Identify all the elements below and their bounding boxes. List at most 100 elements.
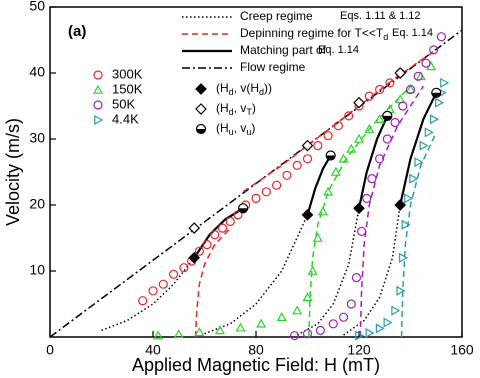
data-point [292, 305, 303, 315]
data-point [351, 273, 362, 283]
label-part: (H [216, 101, 229, 115]
data-point [374, 113, 385, 124]
data-point [251, 193, 261, 203]
legend-label: Matching part of [240, 43, 327, 57]
fit-curve [400, 132, 437, 338]
label-part: ) [251, 121, 255, 135]
x-tick-label: 0 [46, 342, 54, 358]
y-axis-title: Velocity (m/s) [3, 118, 23, 226]
data-point [367, 174, 377, 184]
marker-half [326, 155, 336, 160]
marker-half [431, 92, 441, 98]
x-tick-label: 80 [248, 342, 264, 358]
legend-note: Eq. 1.14 [318, 44, 359, 56]
legend-label: 150K [112, 81, 143, 96]
data-point [429, 114, 439, 125]
legend-label: 4.4K [112, 111, 139, 126]
legend-label: 300K [112, 66, 143, 81]
key-point [394, 67, 407, 79]
label-part: (H [216, 81, 229, 95]
legend-label: (Hd, vT) [216, 101, 256, 117]
legend-note: Eqs. 1.11 & 1.12 [340, 10, 421, 22]
data-point [405, 84, 416, 94]
fit-curve [357, 115, 389, 209]
data-point [344, 111, 354, 121]
data-point [93, 70, 103, 80]
label-part: u [229, 127, 234, 137]
legend-label: (Hd, v(Hd)) [216, 81, 272, 97]
legend-label: 50K [112, 96, 135, 111]
key-point [394, 199, 407, 211]
label-part: , v [234, 121, 247, 135]
data-point [173, 329, 184, 339]
y-tick-label: 10 [29, 262, 45, 278]
data-point [435, 97, 445, 108]
data-point [353, 133, 365, 143]
data-point [261, 187, 271, 197]
data-point [424, 127, 434, 138]
data-point [323, 131, 333, 141]
key-point [195, 123, 207, 135]
label-part: d [229, 87, 234, 97]
key-point [325, 150, 336, 161]
data-point [202, 240, 212, 250]
marker-half [382, 115, 392, 121]
data-point [398, 252, 409, 263]
x-tick-label: 120 [347, 342, 371, 358]
data-point [364, 91, 374, 101]
data-point [235, 322, 246, 332]
data-point [194, 246, 204, 256]
label-part: , v(H [234, 81, 259, 95]
key-point [195, 83, 207, 95]
data-point [225, 216, 235, 227]
data-point [396, 285, 406, 296]
data-point [317, 206, 328, 216]
data-point [148, 286, 158, 296]
key-point [382, 110, 393, 122]
data-point [328, 319, 338, 329]
data-point [315, 325, 325, 335]
data-point [401, 219, 411, 230]
legend-label: Flow regime [240, 60, 306, 74]
fit-curve [194, 227, 231, 338]
data-point [313, 141, 323, 151]
key-point [195, 103, 207, 115]
data-point [364, 123, 375, 133]
data-point [302, 292, 313, 302]
data-point [256, 318, 267, 328]
fit-curve [204, 214, 309, 335]
x-axis-title: Applied Magnetic Field: H (mT) [132, 355, 380, 375]
marker-half [238, 208, 248, 213]
data-point [93, 100, 103, 110]
data-point [382, 134, 392, 144]
label-part: (H [216, 121, 229, 135]
fit-curve [399, 92, 438, 206]
label-part: , v [234, 101, 247, 115]
data-point [356, 226, 367, 236]
data-point [419, 140, 429, 151]
data-point [210, 230, 220, 240]
data-point [440, 77, 450, 88]
data-point [391, 305, 401, 316]
y-tick-label: 20 [29, 196, 45, 212]
legend-label: Creep regime [240, 9, 313, 23]
data-point [282, 170, 292, 180]
data-point [390, 117, 400, 128]
y-tick-label: 30 [29, 130, 45, 146]
key-point [431, 87, 442, 98]
data-point [312, 232, 323, 242]
marker-half [196, 129, 206, 134]
data-point [307, 265, 318, 275]
data-point [398, 101, 408, 111]
data-point [421, 58, 431, 68]
legend-label: (Hu, vu) [216, 121, 255, 137]
data-point [290, 331, 300, 341]
label-part: Depinning regime for T<<T [240, 26, 384, 40]
data-point [375, 84, 385, 95]
label-part: )) [264, 81, 272, 95]
data-point [153, 330, 164, 340]
key-point [353, 202, 365, 215]
panel-label: (a) [68, 23, 86, 40]
fit-curve [359, 85, 425, 338]
data-point [365, 328, 375, 339]
